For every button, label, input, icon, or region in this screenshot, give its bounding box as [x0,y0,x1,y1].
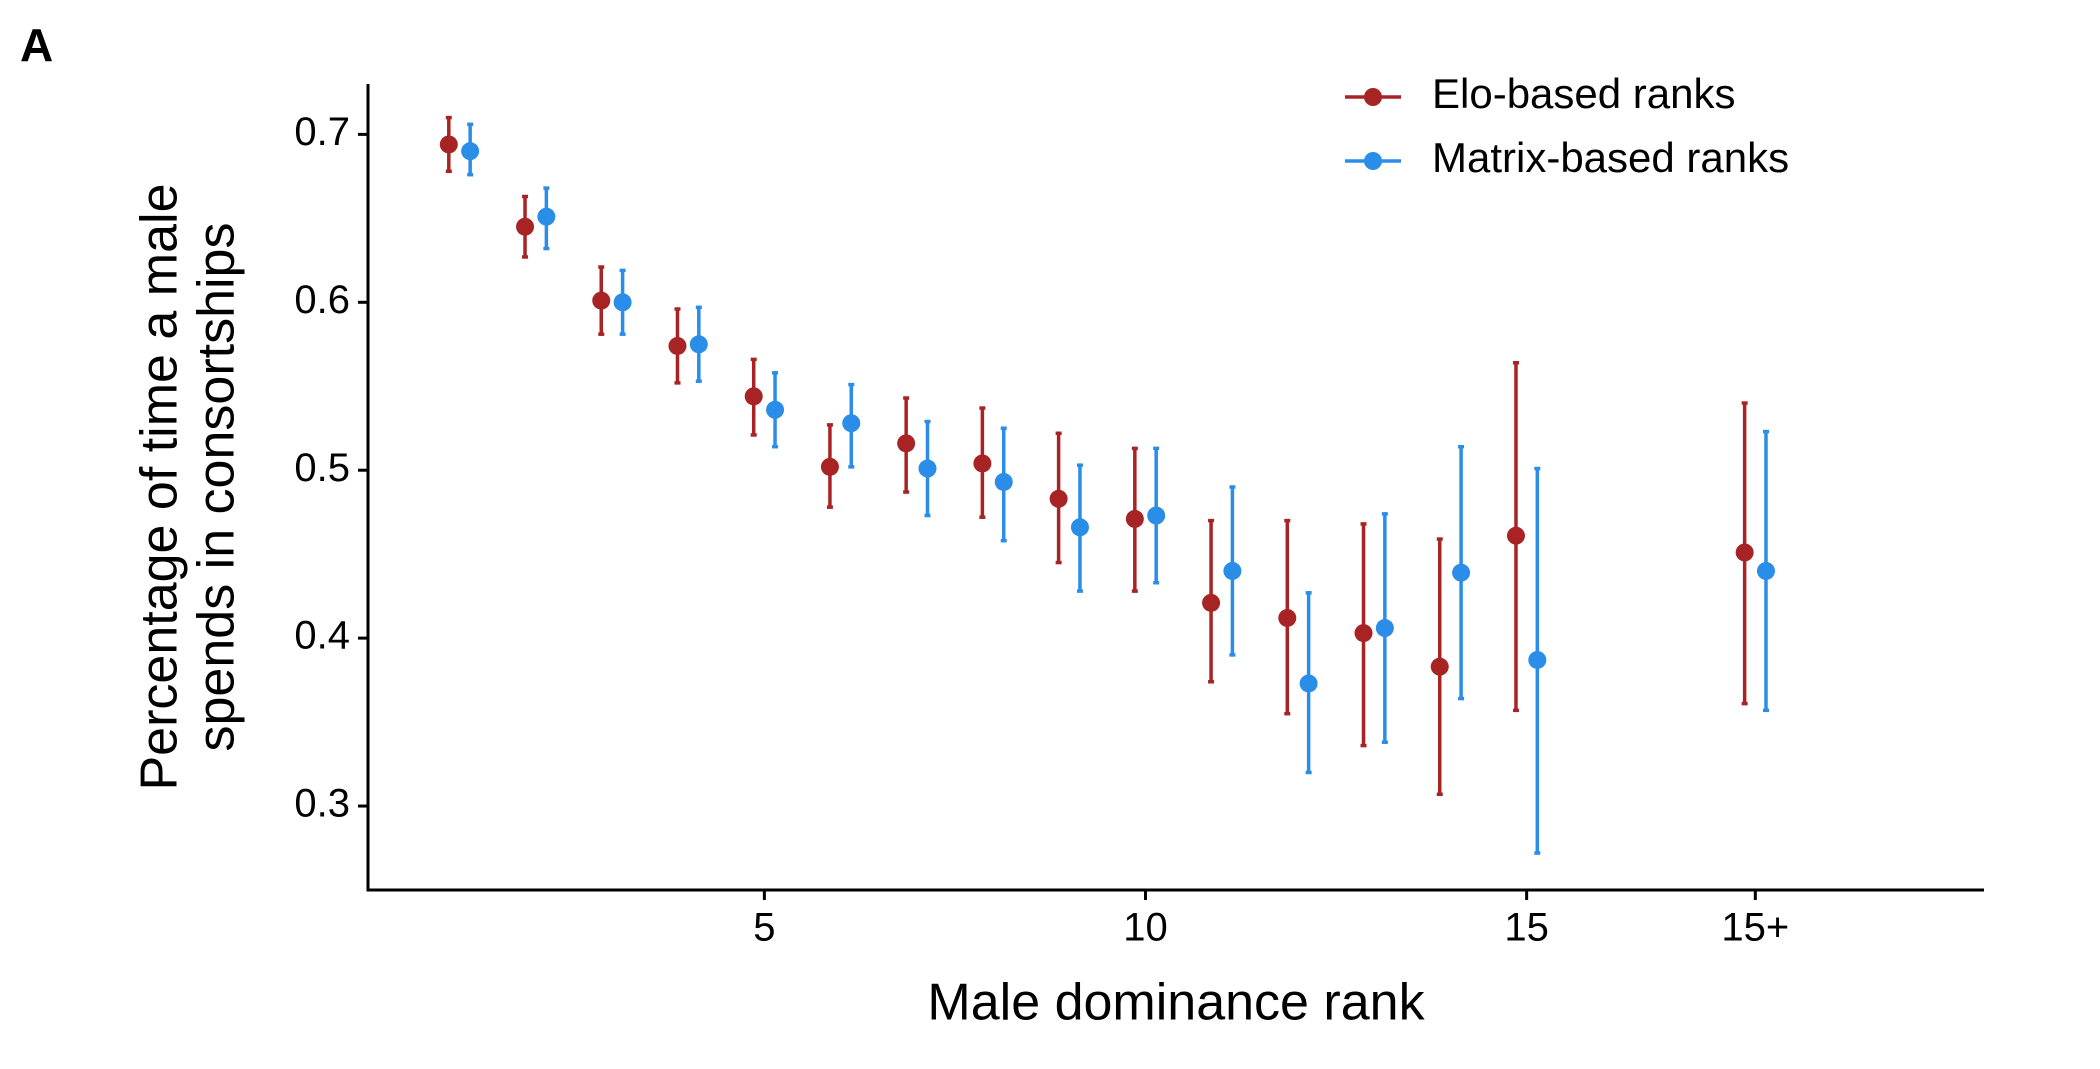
y-axis-title: Percentage of time a male spends in cons… [131,184,246,791]
point [592,291,611,310]
point [820,457,839,476]
y-axis-title-line: spends in consortships [188,223,246,752]
y-tick-label: 0.4 [294,614,350,658]
point [1375,619,1394,638]
x-tick-label: 10 [1123,906,1168,950]
point [516,217,535,236]
point [842,414,861,433]
point [1299,674,1318,693]
point [439,135,458,154]
point [1430,657,1449,676]
y-tick-label: 0.7 [294,110,350,154]
point [1202,593,1221,612]
point [1354,624,1373,643]
legend-label: Elo-based ranks [1432,70,1736,117]
point [1147,506,1166,525]
point [1278,608,1297,627]
point [1452,563,1471,582]
point [1735,543,1754,562]
point [973,454,992,473]
point [744,387,763,406]
point [1756,561,1775,580]
point [613,293,632,312]
point [537,207,556,226]
point [1049,489,1068,508]
point [1223,561,1242,580]
x-axis-title: Male dominance rank [927,974,1425,1032]
y-tick-label: 0.3 [294,782,350,826]
y-tick-label: 0.5 [294,446,350,490]
x-tick-label: 15+ [1721,906,1789,950]
point [1070,518,1089,537]
panel-label: A [20,19,53,71]
y-tick-label: 0.6 [294,278,350,322]
point [1528,650,1547,669]
point [994,472,1013,491]
point [461,142,480,161]
point [1506,526,1525,545]
legend-label: Matrix-based ranks [1432,134,1789,181]
x-tick-label: 15 [1504,906,1549,950]
x-tick-label: 5 [753,906,775,950]
point [668,336,687,355]
y-axis-title-line: Percentage of time a male [131,184,189,791]
legend-marker [1364,152,1382,170]
legend-marker [1364,88,1382,106]
point [766,400,785,419]
point [1125,509,1144,528]
point [897,434,916,453]
point [689,335,708,354]
point [918,459,937,478]
